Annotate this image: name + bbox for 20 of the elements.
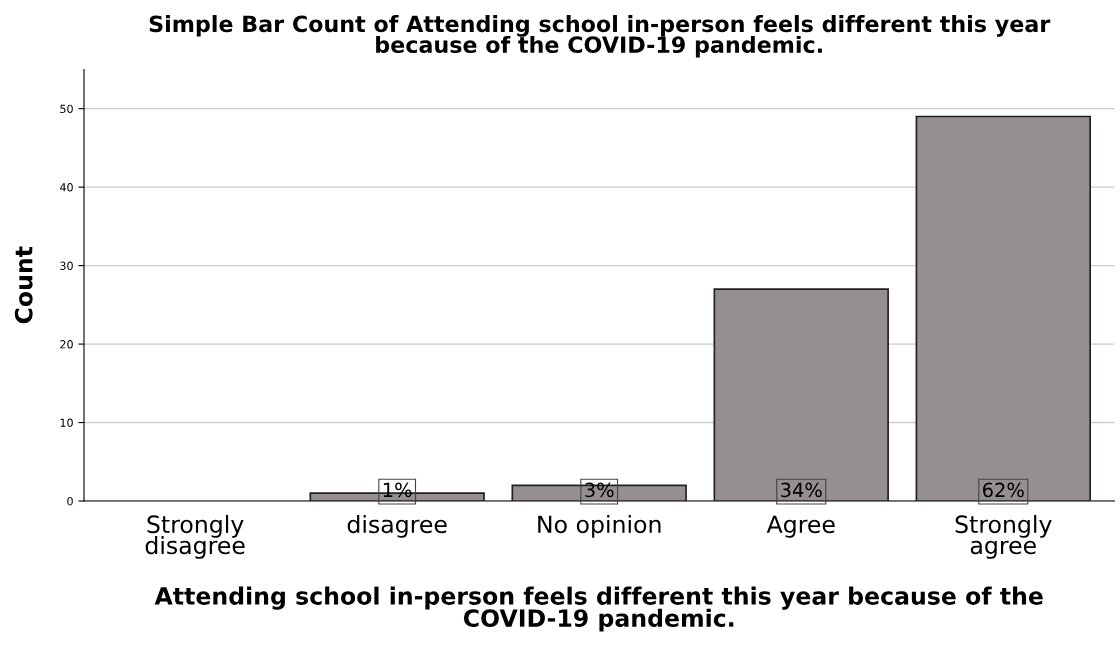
x-tick-label: No opinion xyxy=(538,514,661,538)
y-tick-label: 40 xyxy=(59,183,73,192)
annotation: 34% xyxy=(781,482,822,498)
x-tick-label: Strongly disagree xyxy=(145,514,245,559)
y-tick-label: 0 xyxy=(67,497,73,506)
y-tick-label: 30 xyxy=(60,261,73,270)
x-tick-label: Agree xyxy=(766,515,835,538)
chart-title: Simple Bar Count of Attending school in-person feels different this year because of the COVID-19 pandemic. xyxy=(149,15,1051,58)
y-tick-label: 20 xyxy=(60,340,73,349)
bar xyxy=(511,484,687,502)
x-tick-label: Strongly agree xyxy=(955,514,1052,559)
y-tick-label: 10 xyxy=(60,418,73,427)
bar xyxy=(713,288,889,502)
x-axis-title: Attending school in-person feels different this year because of the COVID-19 pandemic. xyxy=(154,586,1043,632)
y-tick-label: 50 xyxy=(60,104,73,114)
bar xyxy=(915,115,1091,502)
y-axis-title: Count xyxy=(14,246,33,324)
annotation: 3% xyxy=(585,482,614,498)
x-tick-label: disagree xyxy=(347,514,447,538)
annotation: 62% xyxy=(983,482,1024,498)
